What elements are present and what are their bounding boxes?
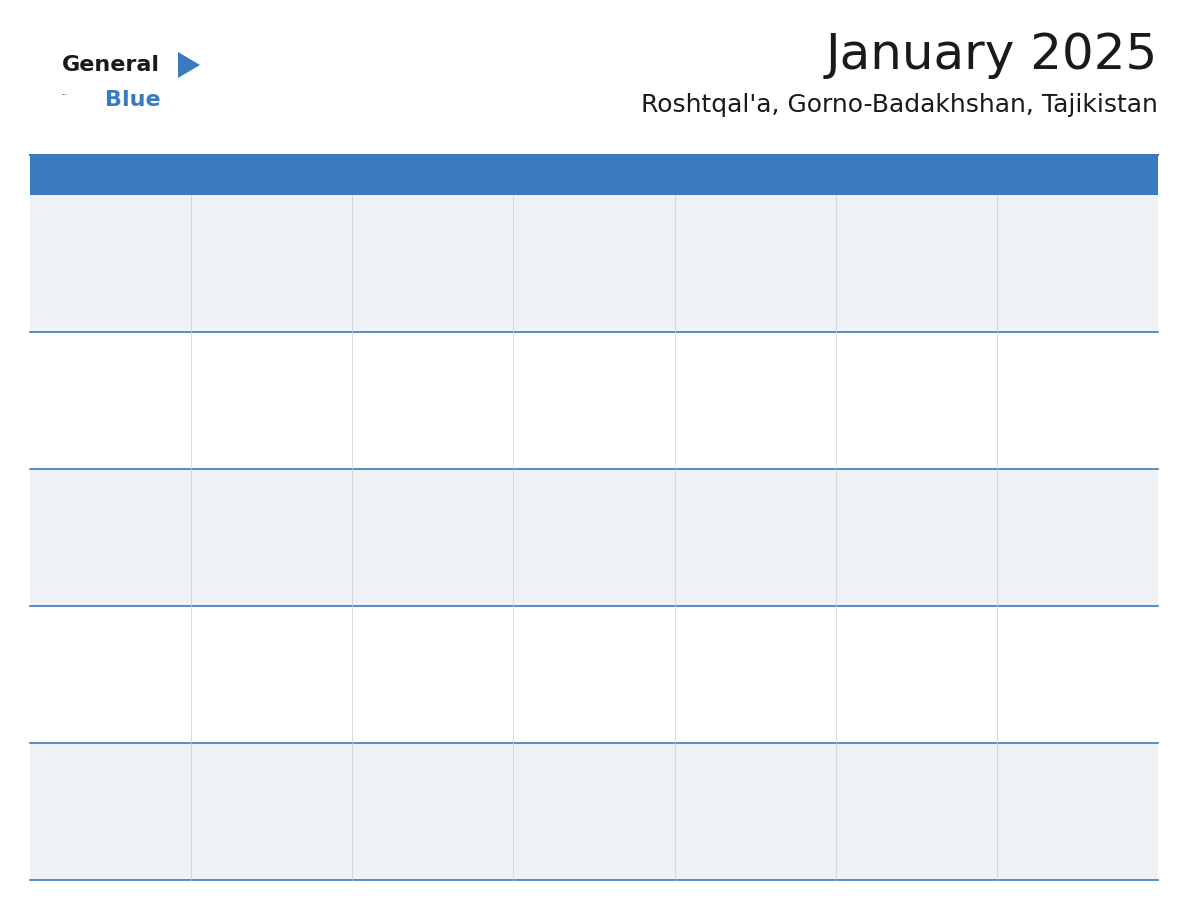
Text: 26: 26 — [38, 753, 61, 771]
Text: Sunrise: 7:27 AM
Sunset: 5:08 PM
Daylight: 9 hours
and 41 minutes.: Sunrise: 7:27 AM Sunset: 5:08 PM Dayligh… — [38, 362, 140, 429]
Text: Sunrise: 7:26 AM
Sunset: 5:14 PM
Daylight: 9 hours
and 47 minutes.: Sunrise: 7:26 AM Sunset: 5:14 PM Dayligh… — [1005, 362, 1107, 429]
Text: 15: 15 — [522, 479, 544, 497]
Text: Thursday: Thursday — [715, 167, 795, 183]
Text: Sunrise: 7:18 AM
Sunset: 5:32 PM
Daylight: 10 hours
and 13 minutes.: Sunrise: 7:18 AM Sunset: 5:32 PM Dayligh… — [360, 773, 469, 840]
Text: Sunday: Sunday — [78, 167, 143, 183]
Text: 7: 7 — [360, 342, 372, 360]
Text: Sunrise: 7:21 AM
Sunset: 5:27 PM
Daylight: 10 hours
and 6 minutes.: Sunrise: 7:21 AM Sunset: 5:27 PM Dayligh… — [843, 636, 953, 703]
Text: Sunrise: 7:24 AM
Sunset: 5:22 PM
Daylight: 9 hours
and 58 minutes.: Sunrise: 7:24 AM Sunset: 5:22 PM Dayligh… — [38, 636, 140, 703]
Text: 27: 27 — [200, 753, 222, 771]
Text: 10: 10 — [843, 342, 867, 360]
Text: Sunrise: 7:26 AM
Sunset: 5:07 PM
Daylight: 9 hours
and 40 minutes.: Sunrise: 7:26 AM Sunset: 5:07 PM Dayligh… — [843, 225, 946, 292]
Text: Sunrise: 7:26 AM
Sunset: 5:15 PM
Daylight: 9 hours
and 48 minutes.: Sunrise: 7:26 AM Sunset: 5:15 PM Dayligh… — [38, 499, 140, 566]
Text: 19: 19 — [38, 616, 61, 634]
Text: Sunrise: 7:24 AM
Sunset: 5:20 PM
Daylight: 9 hours
and 55 minutes.: Sunrise: 7:24 AM Sunset: 5:20 PM Dayligh… — [843, 499, 946, 566]
Text: Blue: Blue — [105, 90, 160, 110]
Text: Sunrise: 7:16 AM
Sunset: 5:35 PM
Daylight: 10 hours
and 18 minutes.: Sunrise: 7:16 AM Sunset: 5:35 PM Dayligh… — [843, 773, 953, 840]
Text: Monday: Monday — [239, 167, 305, 183]
Text: 16: 16 — [683, 479, 706, 497]
Text: 20: 20 — [200, 616, 222, 634]
Text: 3: 3 — [843, 205, 855, 223]
Text: 24: 24 — [843, 616, 867, 634]
Text: 25: 25 — [1005, 616, 1028, 634]
Text: 17: 17 — [843, 479, 867, 497]
Text: Saturday: Saturday — [1038, 167, 1117, 183]
Text: 18: 18 — [1005, 479, 1028, 497]
Text: 9: 9 — [683, 342, 694, 360]
Text: 13: 13 — [200, 479, 222, 497]
Text: Sunrise: 7:27 AM
Sunset: 5:08 PM
Daylight: 9 hours
and 40 minutes.: Sunrise: 7:27 AM Sunset: 5:08 PM Dayligh… — [1005, 225, 1107, 292]
Text: 28: 28 — [360, 753, 384, 771]
Text: 21: 21 — [360, 616, 384, 634]
Text: Sunrise: 7:27 AM
Sunset: 5:11 PM
Daylight: 9 hours
and 44 minutes.: Sunrise: 7:27 AM Sunset: 5:11 PM Dayligh… — [522, 362, 624, 429]
Text: Friday: Friday — [890, 167, 942, 183]
Text: Sunrise: 7:17 AM
Sunset: 5:34 PM
Daylight: 10 hours
and 16 minutes.: Sunrise: 7:17 AM Sunset: 5:34 PM Dayligh… — [683, 773, 792, 840]
Text: Sunrise: 7:18 AM
Sunset: 5:33 PM
Daylight: 10 hours
and 15 minutes.: Sunrise: 7:18 AM Sunset: 5:33 PM Dayligh… — [522, 773, 631, 840]
Text: Sunrise: 7:20 AM
Sunset: 5:28 PM
Daylight: 10 hours
and 8 minutes.: Sunrise: 7:20 AM Sunset: 5:28 PM Dayligh… — [1005, 636, 1114, 703]
Text: 2: 2 — [683, 205, 694, 223]
Text: 23: 23 — [683, 616, 706, 634]
Text: Tuesday: Tuesday — [398, 167, 468, 183]
Text: Sunrise: 7:27 AM
Sunset: 5:10 PM
Daylight: 9 hours
and 43 minutes.: Sunrise: 7:27 AM Sunset: 5:10 PM Dayligh… — [360, 362, 462, 429]
Text: Sunrise: 7:22 AM
Sunset: 5:26 PM
Daylight: 10 hours
and 4 minutes.: Sunrise: 7:22 AM Sunset: 5:26 PM Dayligh… — [683, 636, 792, 703]
Text: Sunrise: 7:24 AM
Sunset: 5:21 PM
Daylight: 9 hours
and 56 minutes.: Sunrise: 7:24 AM Sunset: 5:21 PM Dayligh… — [1005, 499, 1107, 566]
Text: Roshtqal'a, Gorno-Badakhshan, Tajikistan: Roshtqal'a, Gorno-Badakhshan, Tajikistan — [642, 93, 1158, 117]
Text: Sunrise: 7:26 AM
Sunset: 5:05 PM
Daylight: 9 hours
and 38 minutes.: Sunrise: 7:26 AM Sunset: 5:05 PM Dayligh… — [522, 225, 624, 292]
Text: 30: 30 — [683, 753, 706, 771]
Text: 31: 31 — [843, 753, 867, 771]
Text: Wednesday: Wednesday — [545, 167, 643, 183]
Text: Sunrise: 7:25 AM
Sunset: 5:19 PM
Daylight: 9 hours
and 54 minutes.: Sunrise: 7:25 AM Sunset: 5:19 PM Dayligh… — [683, 499, 785, 566]
Text: Sunrise: 7:25 AM
Sunset: 5:18 PM
Daylight: 9 hours
and 52 minutes.: Sunrise: 7:25 AM Sunset: 5:18 PM Dayligh… — [522, 499, 624, 566]
Text: 29: 29 — [522, 753, 544, 771]
Text: 8: 8 — [522, 342, 533, 360]
Text: Sunrise: 7:19 AM
Sunset: 5:31 PM
Daylight: 10 hours
and 11 minutes.: Sunrise: 7:19 AM Sunset: 5:31 PM Dayligh… — [200, 773, 309, 840]
Text: 14: 14 — [360, 479, 384, 497]
Text: Sunrise: 7:26 AM
Sunset: 5:06 PM
Daylight: 9 hours
and 39 minutes.: Sunrise: 7:26 AM Sunset: 5:06 PM Dayligh… — [683, 225, 785, 292]
Text: January 2025: January 2025 — [826, 31, 1158, 79]
Text: 12: 12 — [38, 479, 61, 497]
Text: Sunrise: 7:22 AM
Sunset: 5:25 PM
Daylight: 10 hours
and 3 minutes.: Sunrise: 7:22 AM Sunset: 5:25 PM Dayligh… — [522, 636, 631, 703]
Text: Sunrise: 7:25 AM
Sunset: 5:17 PM
Daylight: 9 hours
and 51 minutes.: Sunrise: 7:25 AM Sunset: 5:17 PM Dayligh… — [360, 499, 462, 566]
Text: 6: 6 — [200, 342, 210, 360]
Text: January: January — [62, 94, 68, 95]
Text: General: General — [62, 55, 160, 75]
Text: 22: 22 — [522, 616, 544, 634]
Polygon shape — [178, 52, 200, 78]
Text: Sunrise: 7:23 AM
Sunset: 5:23 PM
Daylight: 9 hours
and 59 minutes.: Sunrise: 7:23 AM Sunset: 5:23 PM Dayligh… — [200, 636, 302, 703]
Text: Sunrise: 7:26 AM
Sunset: 5:12 PM
Daylight: 9 hours
and 45 minutes.: Sunrise: 7:26 AM Sunset: 5:12 PM Dayligh… — [683, 362, 785, 429]
Text: Sunrise: 7:27 AM
Sunset: 5:09 PM
Daylight: 9 hours
and 42 minutes.: Sunrise: 7:27 AM Sunset: 5:09 PM Dayligh… — [200, 362, 302, 429]
Text: 1: 1 — [522, 205, 533, 223]
Text: Sunrise: 7:26 AM
Sunset: 5:16 PM
Daylight: 9 hours
and 50 minutes.: Sunrise: 7:26 AM Sunset: 5:16 PM Dayligh… — [200, 499, 302, 566]
Text: 4: 4 — [1005, 205, 1017, 223]
Text: 11: 11 — [1005, 342, 1028, 360]
Text: Sunrise: 7:26 AM
Sunset: 5:13 PM
Daylight: 9 hours
and 46 minutes.: Sunrise: 7:26 AM Sunset: 5:13 PM Dayligh… — [843, 362, 946, 429]
Text: 5: 5 — [38, 342, 50, 360]
Text: Sunrise: 7:23 AM
Sunset: 5:24 PM
Daylight: 10 hours
and 1 minute.: Sunrise: 7:23 AM Sunset: 5:24 PM Dayligh… — [360, 636, 469, 703]
Text: Sunrise: 7:20 AM
Sunset: 5:30 PM
Daylight: 10 hours
and 9 minutes.: Sunrise: 7:20 AM Sunset: 5:30 PM Dayligh… — [38, 773, 147, 840]
